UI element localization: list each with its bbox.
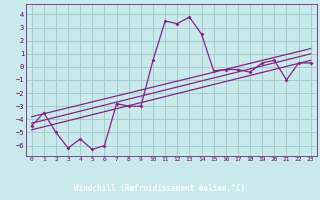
- Text: Windchill (Refroidissement éolien,°C): Windchill (Refroidissement éolien,°C): [75, 184, 245, 193]
